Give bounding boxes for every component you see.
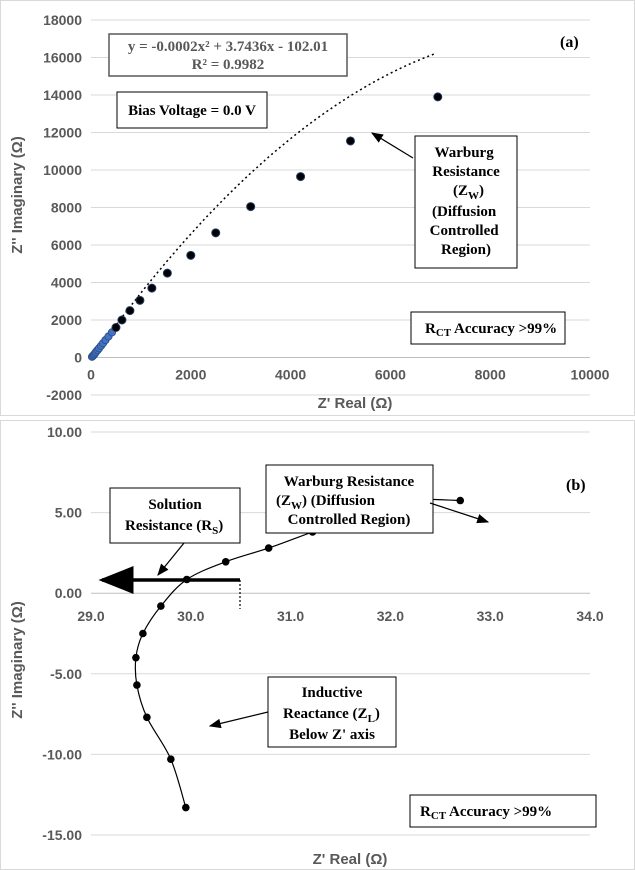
- data-point: [456, 496, 465, 505]
- x-tick-label: 0: [87, 367, 95, 383]
- inductive-symbol: Reactance (ZL): [283, 706, 380, 725]
- warburg-region-b: Controlled Region): [288, 512, 411, 528]
- panel-label-b: (b): [566, 477, 586, 494]
- data-point: [157, 602, 165, 610]
- y-tick-label: -5.00: [50, 666, 82, 682]
- solution-arrow: [157, 542, 185, 576]
- y-tick-label: 0: [74, 350, 82, 366]
- accuracy-box-a: [410, 311, 566, 345]
- x-tick-label: 4000: [275, 367, 306, 383]
- data-point: [132, 653, 140, 662]
- x-axis-label-b: Z' Real (Ω): [313, 851, 388, 868]
- y-tick-label: 10000: [43, 162, 82, 178]
- x-tick-label: 33.0: [477, 608, 504, 624]
- data-point: [221, 557, 230, 566]
- y-tick-label: 4000: [51, 275, 82, 291]
- accuracy-label-b: RCT Accuracy >99%: [420, 804, 552, 822]
- y-tick-label: -15.00: [42, 827, 82, 843]
- y-tick-label: 5.00: [55, 505, 82, 521]
- y-tick-label: 2000: [51, 312, 82, 328]
- warburg-box-b: [265, 464, 434, 534]
- y-tick-label: 8000: [51, 200, 82, 216]
- data-point: [162, 268, 172, 278]
- panel-b: -15.00 -10.00 -5.00 0.00 5.00 10.00 29.0 30.0 3…: [0, 420, 635, 870]
- warburg-region-a: (Diffusion Controlled Region): [430, 204, 503, 258]
- x-tick-label: 6000: [375, 367, 406, 383]
- warburg-label-a: Warburg Resistance: [432, 145, 500, 180]
- data-point: [182, 803, 190, 812]
- data-point: [111, 323, 121, 332]
- panel-a: -2000 0 2000 4000 6000 8000 10000 12000 14000 160…: [0, 0, 635, 416]
- x-axis-label-a: Z' Real (Ω): [318, 395, 393, 412]
- inductive-label: Inductive: [302, 685, 363, 701]
- y-tick-label: 0.00: [55, 585, 82, 601]
- x-tick-label: 34.0: [576, 608, 603, 624]
- data-point: [117, 315, 127, 325]
- inductive-below: Below Z' axis: [289, 727, 375, 743]
- data-point: [296, 172, 306, 182]
- trendline-equation: y = -0.0002x² + 3.7436x - 102.01: [128, 39, 328, 55]
- data-point: [147, 283, 157, 293]
- y-axis-label-a: Z'' Imaginary (Ω): [9, 136, 26, 254]
- inductive-box: [267, 676, 397, 748]
- y-tick-label: -10.00: [42, 746, 82, 762]
- data-point: [135, 295, 145, 305]
- accuracy-label-a: RCT Accuracy >99%: [425, 321, 557, 339]
- y-tick-label: 6000: [51, 237, 82, 253]
- data-point: [167, 755, 175, 764]
- solution-symbol: Resistance (RS): [125, 518, 223, 537]
- accuracy-box-b: [409, 794, 597, 828]
- data-point: [246, 202, 256, 212]
- x-tick-label: 32.0: [377, 608, 404, 624]
- y-tick-label: 10.00: [47, 424, 82, 440]
- y-tick-label: 12000: [43, 125, 82, 141]
- solution-label: Solution: [148, 497, 202, 513]
- data-point: [211, 228, 221, 238]
- inductive-arrow: [208, 711, 269, 729]
- data-point: [125, 306, 135, 316]
- warburg-label-b: Warburg Resistance: [284, 474, 415, 490]
- trendline: [92, 52, 436, 358]
- y-tick-label: 18000: [43, 12, 82, 28]
- data-point: [186, 250, 196, 260]
- data-point: [345, 136, 355, 146]
- x-tick-label: 31.0: [277, 608, 304, 624]
- x-tick-label: 2000: [175, 367, 206, 383]
- bias-voltage-label: Bias Voltage = 0.0 V: [128, 103, 256, 119]
- warburg-arrow-a: [370, 132, 414, 159]
- y-tick-label: 14000: [43, 87, 82, 103]
- y-axis-label-b: Z'' Imaginary (Ω): [9, 601, 26, 719]
- warburg-symbol-a: (ZW): [453, 183, 484, 202]
- solution-box: [109, 487, 241, 544]
- warburg-box-a: [414, 135, 518, 269]
- y-tick-label: -2000: [46, 387, 82, 403]
- data-point: [133, 681, 141, 689]
- r-squared: R² = 0.9982: [192, 57, 265, 73]
- equation-box: [108, 33, 348, 77]
- x-tick-label: 8000: [475, 367, 506, 383]
- x-tick-label: 29.0: [77, 608, 104, 624]
- warburg-arrow-b: [429, 502, 490, 524]
- bias-voltage-box: [116, 91, 268, 129]
- panel-label-a: (a): [560, 34, 579, 51]
- y-tick-label: 16000: [43, 50, 82, 66]
- data-point: [433, 92, 443, 102]
- data-point: [264, 544, 273, 552]
- x-tick-label: 30.0: [177, 608, 204, 624]
- data-point: [139, 629, 147, 638]
- data-point: [143, 713, 151, 722]
- warburg-symbol-b: (ZW) (Diffusion: [276, 493, 376, 512]
- x-tick-label: 10000: [571, 367, 610, 383]
